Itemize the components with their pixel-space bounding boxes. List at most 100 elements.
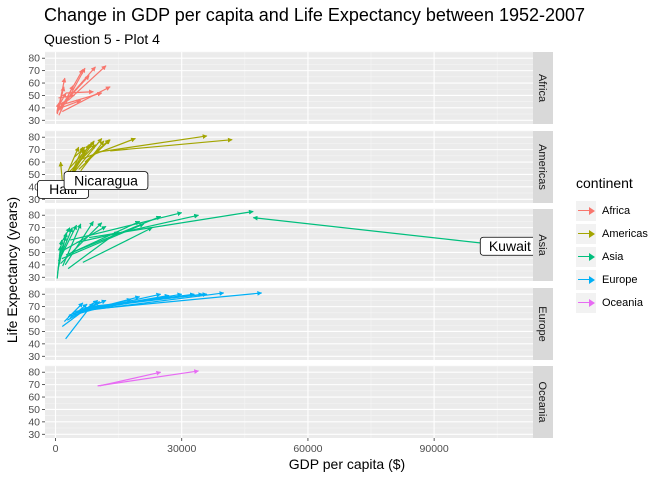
data-arrow-americas xyxy=(97,134,208,153)
y-tick-label: 40 xyxy=(28,416,40,428)
data-arrow-europe xyxy=(63,302,84,322)
facet-strip xyxy=(533,131,553,203)
y-tick-label: 30 xyxy=(28,351,40,363)
y-tick-label: 80 xyxy=(28,367,40,379)
data-arrow-africa xyxy=(57,99,82,110)
y-tick-label: 60 xyxy=(28,78,40,90)
data-arrow-asia xyxy=(64,221,94,266)
data-arrow-africa xyxy=(61,86,111,113)
y-tick-label: 50 xyxy=(28,90,40,102)
x-tick-label: 60000 xyxy=(293,443,322,455)
y-tick-label: 70 xyxy=(28,222,40,234)
legend-label: Africa xyxy=(602,204,631,217)
data-arrow-oceania xyxy=(97,369,200,387)
y-tick-label: 40 xyxy=(28,259,40,271)
y-tick-label: 30 xyxy=(28,272,40,284)
data-arrow-asia xyxy=(61,223,145,260)
data-arrow-africa xyxy=(60,66,96,108)
legend-title: continent xyxy=(576,175,633,191)
data-arrow-asia xyxy=(57,239,64,274)
legend-key-arrow-icon xyxy=(576,246,596,267)
y-tick-label: 80 xyxy=(28,53,40,65)
y-tick-label: 60 xyxy=(28,392,40,404)
facet-strip xyxy=(533,52,553,124)
y-tick-label: 50 xyxy=(28,247,40,259)
country-label-box xyxy=(63,171,149,191)
y-tick-label: 50 xyxy=(28,169,40,181)
y-tick-label: 80 xyxy=(28,289,40,301)
data-arrow-asia xyxy=(67,230,120,270)
x-tick-label: 90000 xyxy=(420,443,449,455)
y-tick-label: 60 xyxy=(28,235,40,247)
y-tick-label: 70 xyxy=(28,144,40,156)
data-arrow-asia xyxy=(82,227,153,263)
data-arrow-asia xyxy=(72,220,141,253)
y-tick-label: 50 xyxy=(28,404,40,416)
facet-strip-label: Africa xyxy=(536,74,548,103)
legend-key-arrow-icon xyxy=(576,223,596,244)
data-arrow-asia xyxy=(62,223,82,267)
data-arrow-asia xyxy=(58,224,78,261)
facet-strip xyxy=(533,366,553,438)
y-tick-label: 30 xyxy=(28,115,40,127)
country-label: Nicaragua xyxy=(74,172,138,188)
data-arrow-asia xyxy=(59,227,71,246)
data-arrow-asia xyxy=(76,213,200,244)
x-axis-label: GDP per capita ($) xyxy=(288,456,406,472)
y-tick-label: 80 xyxy=(28,210,40,222)
data-arrow-africa xyxy=(58,77,67,105)
country-label: Kuwait xyxy=(489,238,531,254)
legend-item-europe: Europe xyxy=(576,268,648,291)
y-tick-label: 70 xyxy=(28,65,40,77)
y-tick-label: 80 xyxy=(28,132,40,144)
data-arrow-americas xyxy=(110,137,233,152)
facet-strip xyxy=(533,209,553,281)
y-tick-label: 70 xyxy=(28,301,40,313)
legend-key-arrow-icon xyxy=(576,200,596,221)
legend-item-oceania: Oceania xyxy=(576,291,648,314)
chart-subtitle: Question 5 - Plot 4 xyxy=(44,31,160,47)
data-arrow-africa xyxy=(55,102,61,112)
data-arrow-asia xyxy=(57,227,73,262)
facet-strip-label: Oceania xyxy=(536,382,548,424)
panel-background xyxy=(45,209,533,281)
legend: continent Africa Americas Asia Europe Oceani… xyxy=(576,175,648,314)
x-tick-label: 30000 xyxy=(167,443,196,455)
y-tick-label: 70 xyxy=(28,379,40,391)
data-arrow-africa xyxy=(66,89,94,95)
data-arrow-oceania xyxy=(99,370,162,387)
data-arrow-americas xyxy=(70,140,95,175)
y-tick-label: 40 xyxy=(28,338,40,350)
y-tick-label: 60 xyxy=(28,314,40,326)
y-tick-label: 50 xyxy=(28,326,40,338)
data-arrow-europe xyxy=(89,292,208,308)
facet-strip-label: Americas xyxy=(536,144,548,190)
legend-item-africa: Africa xyxy=(576,199,648,222)
y-tick-label: 40 xyxy=(28,102,40,114)
y-tick-label: 60 xyxy=(28,157,40,169)
legend-key-arrow-icon xyxy=(576,269,596,290)
legend-label: Asia xyxy=(602,250,624,263)
panel-background xyxy=(45,52,533,124)
legend-item-asia: Asia xyxy=(576,245,648,268)
panel-background xyxy=(45,131,533,203)
y-axis-label: Life Expectancy (years) xyxy=(4,196,20,344)
legend-label: Americas xyxy=(602,227,648,240)
chart-title: Change in GDP per capita and Life Expect… xyxy=(44,5,586,25)
y-tick-label: 30 xyxy=(28,194,40,206)
data-arrow-americas xyxy=(80,137,136,161)
data-arrow-asia xyxy=(252,215,510,247)
legend-item-americas: Americas xyxy=(576,222,648,245)
legend-label: Europe xyxy=(602,273,638,286)
panel-background xyxy=(45,288,533,360)
panel-background xyxy=(45,366,533,438)
y-tick-label: 30 xyxy=(28,429,40,441)
data-arrow-americas xyxy=(84,139,110,163)
facet-strip-label: Asia xyxy=(536,234,548,256)
facet-strip-label: Europe xyxy=(536,306,548,341)
legend-label: Oceania xyxy=(602,296,643,309)
x-tick-label: 0 xyxy=(53,443,59,455)
data-arrow-europe xyxy=(93,290,263,310)
data-arrow-americas xyxy=(68,143,93,169)
